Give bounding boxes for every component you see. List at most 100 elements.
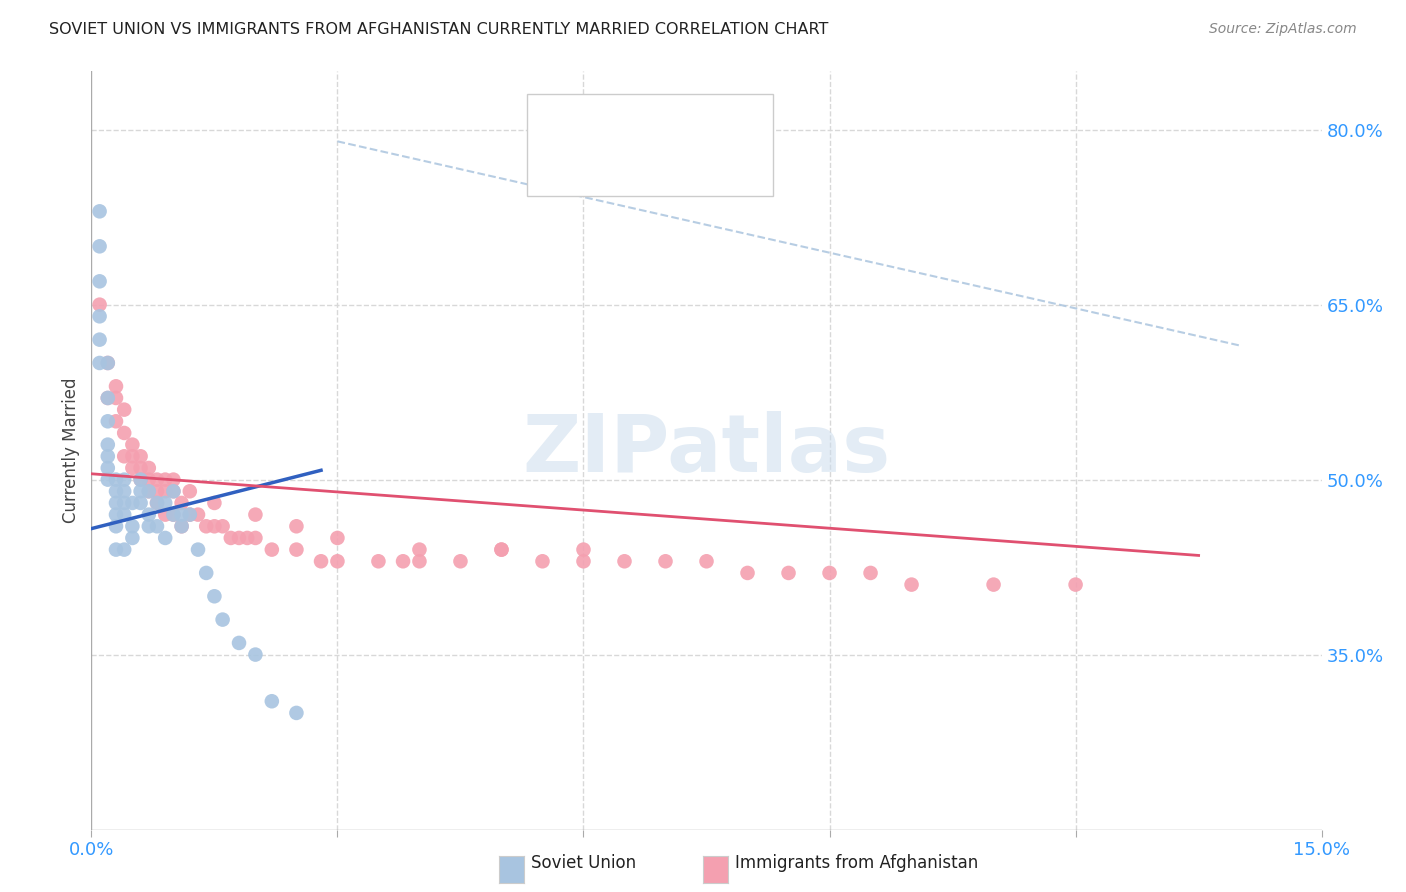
Point: [202, 589, 225, 603]
Point: [105, 391, 127, 405]
Point: [449, 554, 471, 568]
Point: [97, 461, 120, 475]
Text: 50: 50: [727, 110, 752, 128]
Point: [1064, 577, 1087, 591]
Point: [695, 554, 717, 568]
Point: [97, 437, 120, 451]
Point: [187, 508, 209, 522]
Point: [105, 379, 127, 393]
Point: [491, 542, 513, 557]
Point: [89, 204, 111, 219]
Point: [228, 636, 250, 650]
Point: [245, 531, 267, 545]
Point: [285, 706, 308, 720]
Text: Immigrants from Afghanistan: Immigrants from Afghanistan: [735, 855, 979, 872]
Point: [187, 542, 209, 557]
Point: [170, 519, 193, 533]
Point: [129, 461, 152, 475]
Point: [89, 356, 111, 370]
Point: [129, 473, 152, 487]
Text: N =: N =: [686, 154, 725, 172]
Point: [983, 577, 1005, 591]
Point: [260, 542, 283, 557]
Point: [105, 473, 127, 487]
Point: [211, 519, 233, 533]
Point: [153, 508, 177, 522]
Text: 67: 67: [727, 154, 752, 172]
Point: [859, 566, 882, 580]
Point: [179, 484, 201, 499]
Point: [146, 473, 169, 487]
Point: [112, 402, 135, 417]
Point: [211, 613, 233, 627]
Point: [572, 542, 595, 557]
Point: [97, 356, 120, 370]
Point: [97, 391, 120, 405]
Point: [309, 554, 332, 568]
Point: [654, 554, 676, 568]
Text: R =: R =: [581, 154, 620, 172]
Point: [162, 508, 184, 522]
Point: [153, 473, 177, 487]
Point: [89, 274, 111, 288]
Point: [219, 531, 242, 545]
Point: [162, 484, 184, 499]
Point: [146, 484, 169, 499]
Point: [491, 542, 513, 557]
Point: [129, 450, 152, 464]
Point: [153, 531, 177, 545]
Point: [613, 554, 636, 568]
Point: [105, 508, 127, 522]
Point: [162, 484, 184, 499]
Point: [572, 554, 595, 568]
Point: [121, 519, 143, 533]
Point: [367, 554, 389, 568]
Point: [138, 461, 160, 475]
Point: [112, 425, 135, 440]
Text: ZIPatlas: ZIPatlas: [523, 411, 890, 490]
Point: [112, 473, 135, 487]
Point: [112, 508, 135, 522]
Point: [97, 450, 120, 464]
Point: [408, 542, 430, 557]
Point: [121, 437, 143, 451]
Point: [89, 333, 111, 347]
Point: [408, 554, 430, 568]
Text: R =: R =: [581, 110, 620, 128]
Point: [245, 648, 267, 662]
Point: [112, 484, 135, 499]
Point: [146, 496, 169, 510]
Point: [245, 508, 267, 522]
Point: [105, 496, 127, 510]
Point: [129, 484, 152, 499]
Point: [170, 508, 193, 522]
Point: [778, 566, 800, 580]
Point: [138, 473, 160, 487]
Point: [236, 531, 259, 545]
Point: [89, 298, 111, 312]
Text: 0.123: 0.123: [626, 110, 682, 128]
Point: [105, 484, 127, 499]
Point: [146, 519, 169, 533]
Y-axis label: Currently Married: Currently Married: [62, 377, 80, 524]
Point: [129, 473, 152, 487]
Point: [121, 461, 143, 475]
Text: Source: ZipAtlas.com: Source: ZipAtlas.com: [1209, 22, 1357, 37]
Point: [260, 694, 283, 708]
Point: [138, 484, 160, 499]
Point: [179, 508, 201, 522]
Point: [129, 496, 152, 510]
Point: [202, 496, 225, 510]
Point: [228, 531, 250, 545]
Point: [97, 356, 120, 370]
Point: [121, 531, 143, 545]
Text: N =: N =: [686, 110, 725, 128]
Point: [97, 473, 120, 487]
Point: [146, 496, 169, 510]
Point: [170, 496, 193, 510]
Point: [153, 484, 177, 499]
Point: [138, 508, 160, 522]
Point: [105, 542, 127, 557]
Text: Soviet Union: Soviet Union: [531, 855, 637, 872]
Point: [121, 450, 143, 464]
